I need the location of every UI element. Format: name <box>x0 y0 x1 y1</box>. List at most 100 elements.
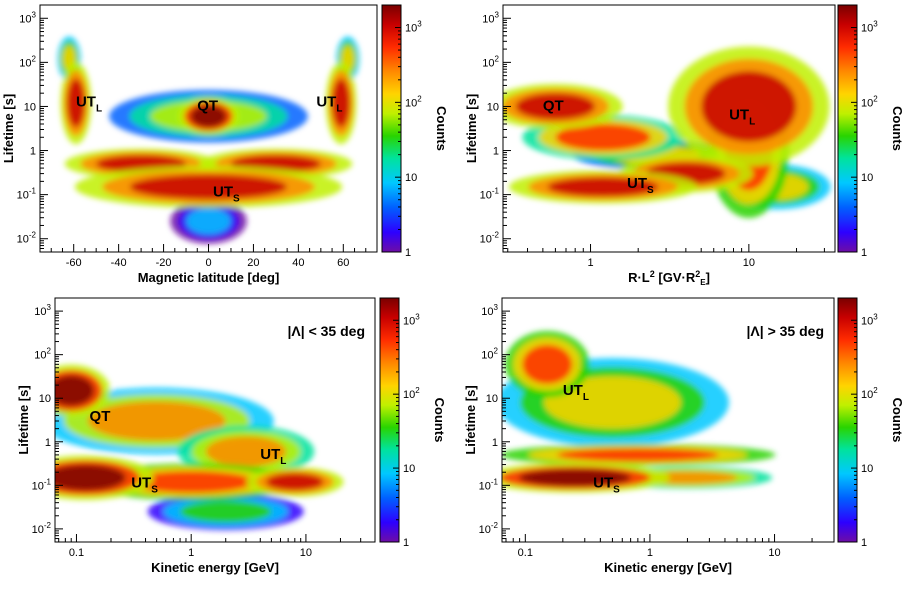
density-blob <box>66 78 85 128</box>
x-tick-label: 0.1 <box>518 547 533 559</box>
y-tick-exponent: 3 <box>32 10 37 19</box>
density-blob <box>205 436 287 467</box>
heatmap-density <box>55 364 344 531</box>
colorbar-tick-label: 1 <box>405 247 411 259</box>
colorbar-label: Counts <box>432 398 447 443</box>
y-tick-exponent: -2 <box>29 231 37 240</box>
region-label-subscript: S <box>647 185 654 196</box>
x-axis-label-part: R·L <box>628 270 650 285</box>
y-tick-label: 1 <box>30 146 36 158</box>
colorbar <box>381 4 402 253</box>
colorbar-tick-label: 103 <box>403 312 420 327</box>
colorbar-tick-exponent: 3 <box>417 20 422 29</box>
region-label-subscript: L <box>749 117 755 128</box>
plot-frame <box>54 297 376 543</box>
x-axis-label-part: [GV·R <box>655 270 696 285</box>
density-blob <box>186 207 231 235</box>
y-tick-exponent: 3 <box>494 303 499 312</box>
colorbar-tick-exponent: 2 <box>873 386 878 395</box>
x-tick-label: 1 <box>587 257 593 269</box>
y-tick-label: 10-1 <box>480 187 500 202</box>
x-axis-label: Kinetic energy [GeV] <box>151 560 279 575</box>
region-label-subscript: L <box>336 103 342 114</box>
colorbar-tick-label: 102 <box>861 94 878 109</box>
y-tick-exponent: 3 <box>495 10 500 19</box>
density-blob <box>332 78 351 128</box>
density-blob <box>55 464 126 491</box>
colorbar-tick-label: 10 <box>861 172 873 184</box>
colorbar-tick-exponent: 2 <box>873 94 878 103</box>
heatmap-density <box>57 36 360 244</box>
x-tick-label: 20 <box>247 257 259 269</box>
x-tick-label: 60 <box>337 257 349 269</box>
y-tick-exponent: 3 <box>47 303 52 312</box>
x-tick-label: 10 <box>768 547 780 559</box>
y-tick-exponent: 2 <box>494 347 499 356</box>
y-tick-label: 102 <box>481 347 498 362</box>
density-blob <box>701 71 797 142</box>
density-blob <box>55 375 95 406</box>
x-tick-label: -20 <box>156 257 172 269</box>
y-tick-label: 102 <box>482 54 499 69</box>
colorbar-label: Counts <box>890 106 905 151</box>
colorbar-tick-exponent: 3 <box>873 20 878 29</box>
region-label: QT <box>197 98 218 115</box>
region-label-subscript: L <box>96 103 102 114</box>
y-tick-exponent: -1 <box>492 187 500 196</box>
y-tick-label: 10 <box>486 393 498 405</box>
x-tick-label: 1 <box>647 547 653 559</box>
y-axis-label: Lifetime [s] <box>464 94 479 163</box>
y-tick-label: 10-1 <box>17 187 37 202</box>
y-tick-label: 10-2 <box>480 231 500 246</box>
region-label: UTL <box>563 382 589 403</box>
x-tick-label: 10 <box>743 257 755 269</box>
y-tick-exponent: -1 <box>44 477 52 486</box>
density-blob <box>128 470 255 493</box>
colorbar-tick-label: 102 <box>405 94 422 109</box>
y-tick-label: 103 <box>482 10 499 25</box>
density-blob <box>129 174 288 200</box>
density-blob <box>522 344 573 384</box>
region-label: QT <box>90 408 111 425</box>
plot-frame <box>502 4 836 253</box>
x-tick-label: 10 <box>300 547 312 559</box>
y-tick-label: 10-2 <box>32 521 52 536</box>
y-tick-label: 102 <box>34 347 51 362</box>
colorbar-tick-label: 1 <box>861 537 867 549</box>
colorbar-tick-label: 10 <box>403 463 415 475</box>
colorbar-tick-exponent: 3 <box>415 312 420 321</box>
x-tick-label: 0.1 <box>69 547 84 559</box>
colorbar-tick-label: 103 <box>861 312 878 327</box>
y-tick-label: 103 <box>19 10 36 25</box>
density-blob <box>547 177 659 197</box>
x-axis-label-part: E <box>700 278 706 287</box>
x-axis-label-part: 2 <box>695 269 700 279</box>
density-blob <box>190 105 227 128</box>
colorbar-tick-label: 102 <box>403 386 420 401</box>
x-axis-label: R·L2 [GV·R2E] <box>628 269 710 287</box>
region-label: UTL <box>76 93 102 114</box>
colorbar-label: Counts <box>890 398 905 443</box>
y-tick-exponent: -2 <box>491 521 499 530</box>
y-tick-label: 10-1 <box>479 477 499 492</box>
density-blob <box>266 473 324 491</box>
heatmap-density <box>503 46 831 219</box>
colorbar-tick-exponent: 2 <box>415 386 420 395</box>
colorbar-tick-label: 10 <box>405 172 417 184</box>
y-tick-label: 102 <box>19 54 36 69</box>
density-blob <box>87 401 226 441</box>
x-axis-label: Magnetic latitude [deg] <box>138 270 280 285</box>
region-label-subscript: L <box>280 456 286 467</box>
region-label-subscript: S <box>151 484 158 495</box>
region-label: UTL <box>260 446 286 467</box>
y-axis-label: Lifetime [s] <box>1 94 16 163</box>
latitude-cut-label: |Λ| < 35 deg <box>288 323 365 339</box>
y-tick-label: 10-2 <box>479 521 499 536</box>
x-axis-label-part: ] <box>706 270 710 285</box>
region-label: UTL <box>316 93 342 114</box>
colorbar-tick-exponent: 3 <box>873 312 878 321</box>
